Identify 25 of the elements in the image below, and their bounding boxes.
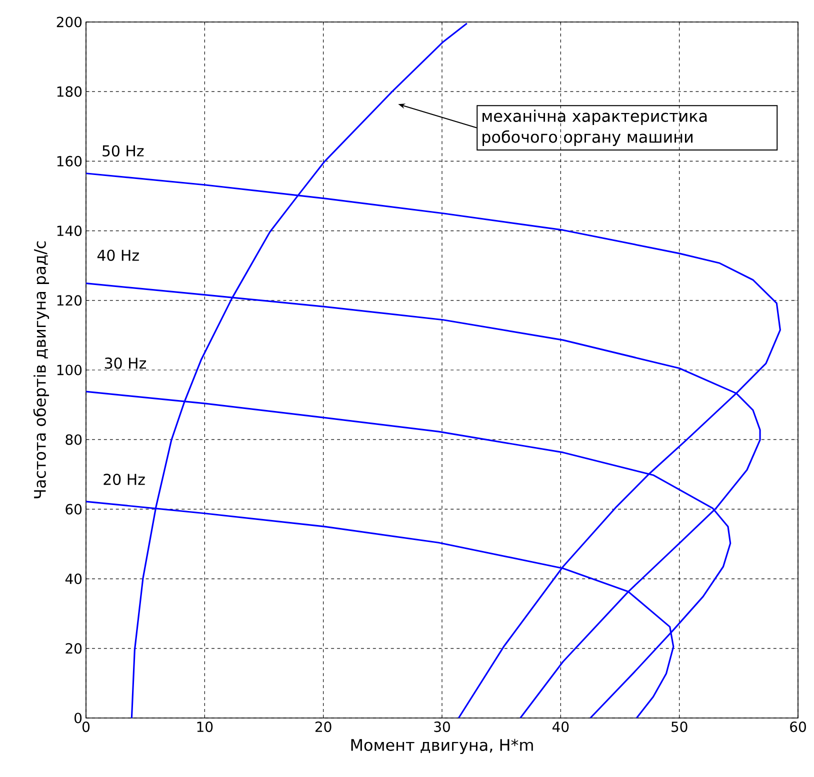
y-tick-label: 100 <box>57 364 82 376</box>
x-tick-label: 10 <box>197 722 213 732</box>
y-tick-label: 20 <box>66 643 82 654</box>
annotation: 30 Hz <box>104 357 146 369</box>
x-tick-label: 30 <box>434 722 450 732</box>
y-tick-label: 200 <box>56 16 82 28</box>
x-axis-title: Момент двигуна, Н*m <box>351 738 533 754</box>
y-tick-label: 60 <box>66 504 82 514</box>
y-tick-label: 120 <box>57 295 82 306</box>
y-tick-label: 140 <box>57 226 82 236</box>
y-tick-label: 0 <box>74 712 82 724</box>
annotation: механічна характеристика робочого органу машини <box>482 110 707 146</box>
y-tick-label: 40 <box>65 574 82 584</box>
annotation: 20 Hz <box>104 474 145 486</box>
y-tick-label: 80 <box>66 434 82 445</box>
annotation: 50 Hz <box>102 145 144 157</box>
x-tick-label: 0 <box>82 722 90 732</box>
y-tick-label: 180 <box>57 86 82 97</box>
y-tick-label: 160 <box>57 156 82 166</box>
x-tick-label: 50 <box>672 722 688 732</box>
x-tick-label: 40 <box>552 722 569 732</box>
annotation: 40 Hz <box>97 250 139 261</box>
x-tick-label: 60 <box>790 722 806 732</box>
y-axis-title: Частота обертів двигуна рад/с <box>33 241 50 498</box>
x-tick-label: 20 <box>315 722 332 732</box>
